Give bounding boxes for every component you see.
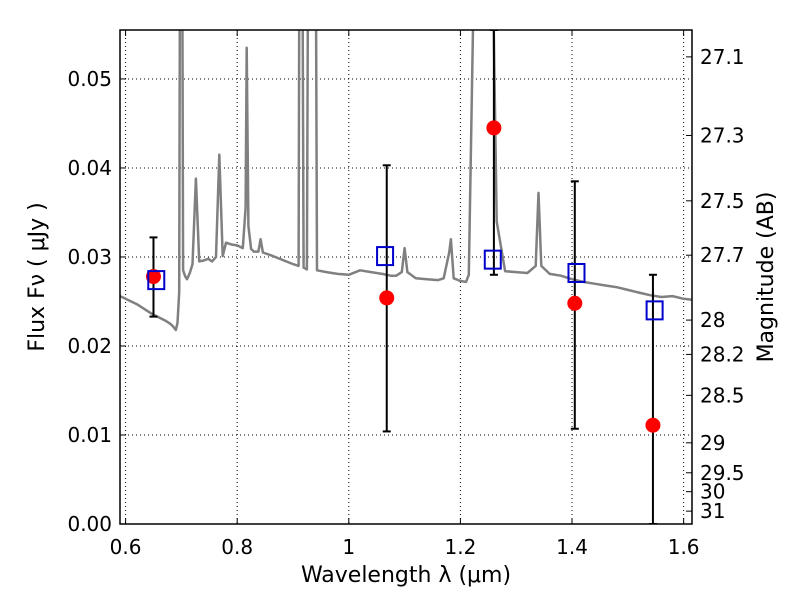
plot-background	[120, 30, 692, 524]
y-axis-label: Flux Fν ( μJy )	[25, 202, 50, 351]
observed-point	[145, 269, 161, 285]
y-axis-ticks: 0.00 0.01 0.02 0.03 0.04 0.05	[67, 67, 126, 536]
x-axis-label: Wavelength λ (μm)	[301, 563, 511, 588]
magnitude-tick-label: 27.5	[700, 189, 745, 213]
magnitude-tick-label: 30	[700, 480, 725, 504]
model-band-markers	[147, 246, 664, 321]
model-band-marker	[147, 270, 166, 291]
observed-point	[645, 417, 661, 433]
x-tick-label: 1.4	[556, 535, 588, 559]
x-tick-label: 0.6	[110, 535, 142, 559]
magnitude-tick-label: 28.2	[700, 342, 745, 366]
magnitude-tick-label: 27.1	[700, 45, 745, 69]
magnitude-tick-label: 31	[700, 499, 725, 523]
magnitude-tick-label: 28	[700, 308, 725, 332]
observed-point	[567, 295, 583, 311]
observed-point	[486, 120, 502, 136]
observed-points	[145, 120, 661, 433]
model-band-marker	[567, 262, 586, 283]
x-tick-label: 1.6	[668, 535, 700, 559]
y-tick-label: 0.02	[67, 334, 112, 358]
model-band-marker	[645, 300, 664, 321]
y-tick-label: 0.00	[67, 512, 112, 536]
x-tick-label: 1.2	[445, 535, 477, 559]
model-band-marker	[376, 246, 395, 267]
magnitude-axis-label: Magnitude (AB)	[754, 192, 779, 363]
observed-point	[379, 290, 395, 306]
y-tick-label: 0.01	[67, 423, 112, 447]
magnitude-tick-label: 27.7	[700, 243, 745, 267]
model-band-marker	[483, 249, 502, 270]
y-tick-label: 0.05	[67, 67, 112, 91]
magnitude-tick-label: 28.5	[700, 383, 745, 407]
magnitude-tick-label: 29.5	[700, 461, 745, 485]
x-axis-ticks: 0.6 0.8 1 1.2 1.4 1.6	[110, 30, 700, 559]
magnitude-tick-label: 27.3	[700, 123, 745, 147]
spectrum-line	[120, 30, 692, 332]
plot-frame	[119, 29, 693, 525]
y-tick-label: 0.03	[67, 245, 112, 269]
magnitude-tick-label: 29	[700, 431, 725, 455]
y-tick-label: 0.04	[67, 156, 112, 180]
x-tick-label: 1	[342, 535, 355, 559]
x-tick-label: 0.8	[221, 535, 253, 559]
